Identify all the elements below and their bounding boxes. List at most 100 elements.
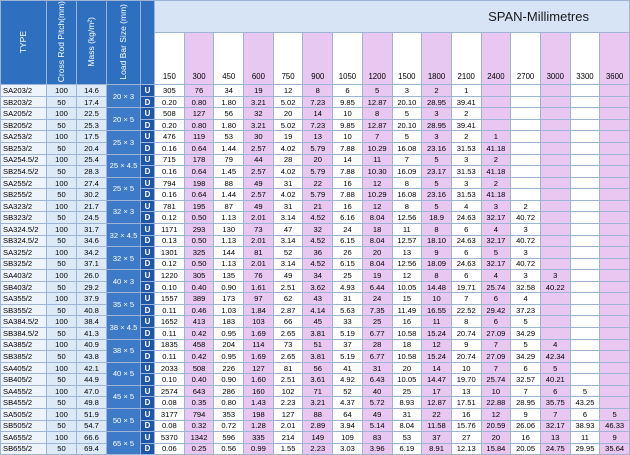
value-cell [569, 338, 601, 352]
mass-cell: 66.6 [76, 431, 107, 444]
value-cell: 4.52 [302, 257, 334, 271]
value-cell [599, 361, 630, 375]
value-cell: 7.88 [332, 188, 363, 201]
value-cell: 25 [391, 384, 423, 398]
value-cell: 0.64 [183, 188, 215, 201]
value-cell [539, 211, 571, 224]
value-cell: 5 [391, 130, 423, 144]
value-cell: 9 [450, 338, 482, 352]
mass-cell: 22.5 [76, 107, 107, 120]
header-row: TYPE Cross Rod Pitch(mm) Mass (kg/m²) Lo… [0, 0, 630, 86]
value-cell: 2.57 [243, 142, 274, 155]
type-cell: SA255/2 [0, 176, 47, 190]
value-cell [599, 130, 630, 144]
mass-cell: 27.4 [76, 176, 107, 190]
pitch-cell: 100 [46, 107, 77, 120]
value-cell: 20 [361, 246, 393, 259]
value-cell [569, 199, 601, 213]
ud-cell: U [140, 408, 155, 421]
value-cell: 214 [272, 431, 304, 444]
value-cell: 2.01 [243, 211, 274, 224]
value-cell: 3.14 [272, 234, 304, 248]
value-cell: 20.10 [391, 95, 423, 109]
value-cell: 39.41 [450, 118, 482, 132]
ud-cell: U [140, 84, 155, 97]
value-cell: 0.64 [183, 142, 215, 155]
value-cell [539, 153, 571, 167]
size-cell: 45 × 5 [106, 384, 141, 409]
value-cell [569, 142, 601, 155]
value-cell: 0.12 [154, 211, 185, 224]
value-cell: 0.80 [213, 396, 245, 409]
type-cell: SA384.5/2 [0, 315, 47, 329]
value-cell: 73 [272, 338, 304, 352]
value-cell: 16 [450, 408, 482, 421]
span-label: 300 [183, 31, 215, 86]
value-cell: 2.57 [243, 188, 274, 201]
value-cell: 3 [450, 153, 482, 167]
span-label: 3600 [599, 31, 630, 86]
table-row: SB403/2 50 29.2 D 0.10 0.40 0.90 1.61 2.51 3.62 4.… [0, 280, 630, 294]
value-cell: 76 [183, 84, 215, 97]
value-cell: 10 [480, 384, 512, 398]
table-row: SA384.5/2 100 38.4 38 × 4.5 U 1652 413 183 103 66… [0, 315, 630, 340]
value-cell: 32.17 [480, 234, 512, 248]
value-cell: 11.58 [421, 419, 452, 433]
value-cell [480, 95, 512, 109]
value-cell: 0.11 [154, 350, 185, 363]
value-cell: 8.04 [391, 419, 423, 433]
value-cell: 8.04 [361, 211, 393, 224]
ud-header [140, 0, 155, 86]
type-cell: SA253/2 [0, 130, 47, 144]
value-cell: 12.87 [361, 118, 393, 132]
value-cell: 1342 [183, 431, 215, 444]
value-cell: 4 [480, 269, 512, 282]
ud-cell: U [140, 246, 155, 259]
ud-cell: D [140, 396, 155, 409]
value-cell: 18.9 [421, 211, 452, 224]
value-cell: 17.51 [450, 396, 482, 409]
value-cell: 22 [302, 176, 334, 190]
value-cell: 14 [332, 153, 363, 167]
value-cell: 0.46 [183, 303, 215, 317]
value-cell: 28.95 [421, 118, 452, 132]
table-row: SA505/2 100 51.9 50 × 5 U 3177 794 353 198 127 88 6… [0, 407, 630, 433]
value-cell: 66 [272, 315, 304, 329]
table-row: SB203/2 50 17.4 D 0.20 0.80 1.80 3.21 5.02 7.23 9.… [0, 95, 630, 109]
value-cell [510, 130, 541, 144]
value-cell: 31 [391, 408, 423, 421]
mass-cell: 42.1 [76, 361, 107, 375]
value-cell: 16.08 [391, 142, 423, 155]
value-cell: 413 [183, 315, 215, 329]
value-cell: 2.01 [243, 234, 274, 248]
mass-cell: 49.8 [76, 396, 107, 409]
value-cell [599, 84, 630, 97]
type-cell: SB253/2 [0, 142, 47, 155]
value-cell: 18 [361, 223, 393, 236]
value-cell: 6.15 [332, 234, 363, 248]
mass-cell: 25.4 [76, 153, 107, 167]
value-cell: 28.95 [421, 95, 452, 109]
value-cell: 0.72 [213, 419, 245, 433]
value-cell: 18.10 [421, 234, 452, 248]
table-row: SB455/2 50 49.8 D 0.08 0.35 0.80 1.43 2.23 3.21 4.… [0, 396, 630, 409]
type-cell: SA403/2 [0, 269, 47, 282]
value-cell: 5.14 [361, 419, 393, 433]
value-cell: 27.09 [480, 327, 512, 340]
value-cell: 40.21 [539, 373, 571, 386]
value-cell: 2 [480, 153, 512, 167]
value-cell: 508 [154, 107, 185, 120]
pitch-cell: 100 [46, 153, 77, 167]
value-cell [599, 269, 630, 282]
ud-cell: D [140, 327, 155, 340]
mass-cell: 31.7 [76, 223, 107, 236]
value-cell: 2 [480, 176, 512, 190]
value-cell: 1.80 [213, 118, 245, 132]
value-cell: 71 [302, 384, 334, 398]
value-cell [599, 350, 630, 363]
value-cell: 5.19 [332, 327, 363, 340]
mass-cell: 37.1 [76, 257, 107, 271]
value-cell: 12 [480, 408, 512, 421]
value-cell: 1.61 [243, 280, 274, 294]
value-cell: 0.90 [213, 280, 245, 294]
